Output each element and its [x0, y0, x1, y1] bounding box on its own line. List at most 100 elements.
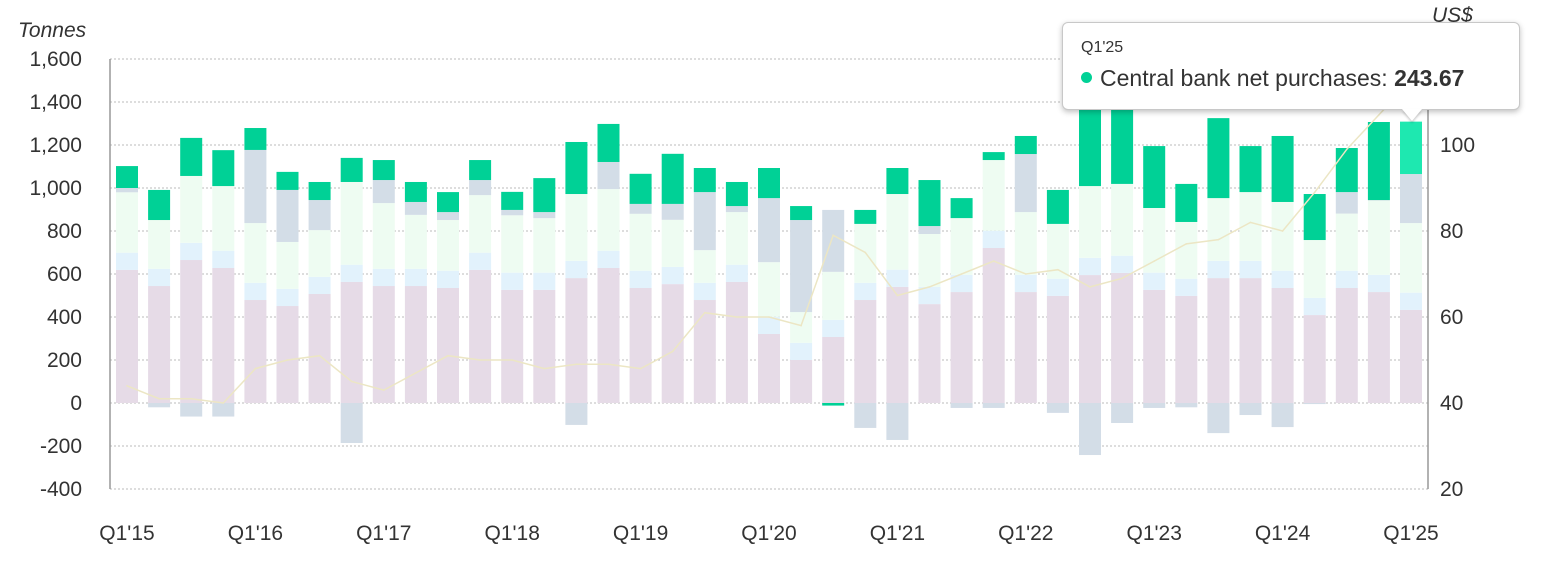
bar-bar_coin: [116, 192, 138, 253]
bar-etfs: [565, 403, 588, 425]
price-point: [928, 286, 931, 288]
x-tick-label: Q1'17: [356, 522, 411, 545]
bar-etfs: [1111, 403, 1134, 423]
bar-jewellery: [790, 360, 813, 403]
bar-etfs: [1367, 200, 1390, 201]
bar-etfs: [372, 180, 395, 204]
price-point: [447, 354, 449, 357]
price-point: [704, 311, 706, 314]
bar-etfs: [790, 220, 813, 313]
bar-technology: [758, 316, 780, 334]
bar-jewellery: [886, 286, 909, 403]
bar-etfs: [982, 403, 1005, 408]
bar-central_banks: [565, 141, 588, 195]
bar-technology: [1111, 255, 1134, 273]
left-tick-label: 1,200: [29, 134, 82, 157]
bar-central_banks: [340, 157, 363, 182]
x-tick-label: Q1'18: [485, 522, 540, 545]
bar-bar_coin: [340, 181, 363, 265]
price-point: [671, 350, 674, 353]
bar-bar_coin: [629, 213, 652, 271]
bar-bar_coin: [212, 186, 235, 251]
bar-technology: [1079, 257, 1101, 276]
price-point: [1378, 114, 1380, 116]
bar-technology: [1014, 274, 1037, 293]
bar-central_banks: [276, 171, 299, 190]
bar-jewellery: [1239, 278, 1262, 403]
tooltip-series-name: Central bank net purchases:: [1100, 65, 1388, 91]
bar-etfs: [1335, 192, 1358, 214]
right-tick-label: 100: [1440, 134, 1475, 157]
bar-jewellery: [1367, 292, 1390, 403]
price-point: [479, 359, 481, 361]
bar-central_banks: [1239, 146, 1262, 193]
bar-jewellery: [725, 281, 748, 403]
bar-etfs: [822, 209, 845, 272]
bar-jewellery: [1046, 295, 1069, 403]
price-point: [992, 260, 995, 262]
price-point: [543, 367, 546, 370]
price-point: [800, 324, 802, 327]
bar-bar_coin: [437, 220, 459, 271]
bar-etfs: [918, 226, 941, 235]
price-point: [254, 367, 257, 370]
bar-technology: [790, 342, 813, 360]
axes: 1,600 1,400 1,200 1,000 800 600 400 200 0 -200 -40…: [29, 48, 1475, 545]
bar-jewellery: [661, 284, 684, 403]
bar-central_banks: [1143, 146, 1166, 208]
bar-bar_coin: [1111, 183, 1134, 256]
bar-etfs: [469, 180, 492, 196]
bar-technology: [629, 270, 652, 288]
bar-bar_coin: [1303, 240, 1326, 298]
bar-jewellery: [340, 281, 363, 403]
bar-technology: [180, 242, 203, 261]
bar-technology: [1271, 270, 1294, 288]
bar-bar_coin: [180, 175, 203, 243]
price-point: [1313, 191, 1316, 194]
bar-bar_coin: [758, 262, 780, 317]
bar-bar_coin: [1014, 212, 1037, 275]
bar-technology: [661, 266, 684, 285]
bar-jewellery: [404, 286, 427, 403]
bar-etfs: [1014, 154, 1037, 213]
bar-technology: [982, 230, 1005, 248]
left-tick-label: -200: [40, 435, 82, 458]
bar-technology: [918, 286, 941, 305]
bar-technology: [565, 260, 588, 279]
bar-technology: [693, 282, 716, 301]
bar-etfs: [1271, 403, 1294, 428]
bar-bar_coin: [276, 241, 299, 289]
bar-bar_coin: [1239, 192, 1262, 261]
bar-bar_coin: [533, 218, 556, 273]
bar-central_banks: [597, 123, 620, 162]
bar-etfs: [276, 189, 299, 242]
left-tick-label: 200: [47, 349, 82, 372]
left-tick-label: 400: [47, 306, 82, 329]
price-point: [318, 354, 321, 357]
bar-jewellery: [693, 300, 716, 403]
bar-etfs: [340, 403, 363, 443]
bar-technology: [372, 268, 395, 287]
price-point: [607, 363, 610, 366]
price-point: [1057, 268, 1059, 271]
bar-central_banks: [437, 192, 459, 213]
x-tick-label: Q1'20: [741, 522, 796, 545]
bar-technology: [404, 268, 427, 287]
bar-etfs: [1303, 403, 1326, 405]
bar-etfs: [597, 161, 620, 190]
bar-etfs: [180, 403, 203, 417]
bar-jewellery: [1175, 295, 1198, 403]
bar-etfs: [1400, 174, 1422, 224]
x-tick-label: Q1'16: [228, 522, 283, 545]
bar-bar_coin: [244, 223, 267, 283]
tooltip-pointer: [1402, 109, 1422, 121]
price-point: [864, 251, 867, 254]
bar-technology: [148, 268, 171, 287]
x-tick-label: Q1'19: [613, 522, 668, 545]
tooltip-value: 243.67: [1394, 65, 1465, 91]
bar-central_banks: [661, 153, 684, 204]
bar-technology: [1143, 272, 1166, 290]
bar-etfs: [950, 403, 973, 408]
bar-technology: [276, 288, 299, 307]
price-point: [222, 402, 225, 404]
